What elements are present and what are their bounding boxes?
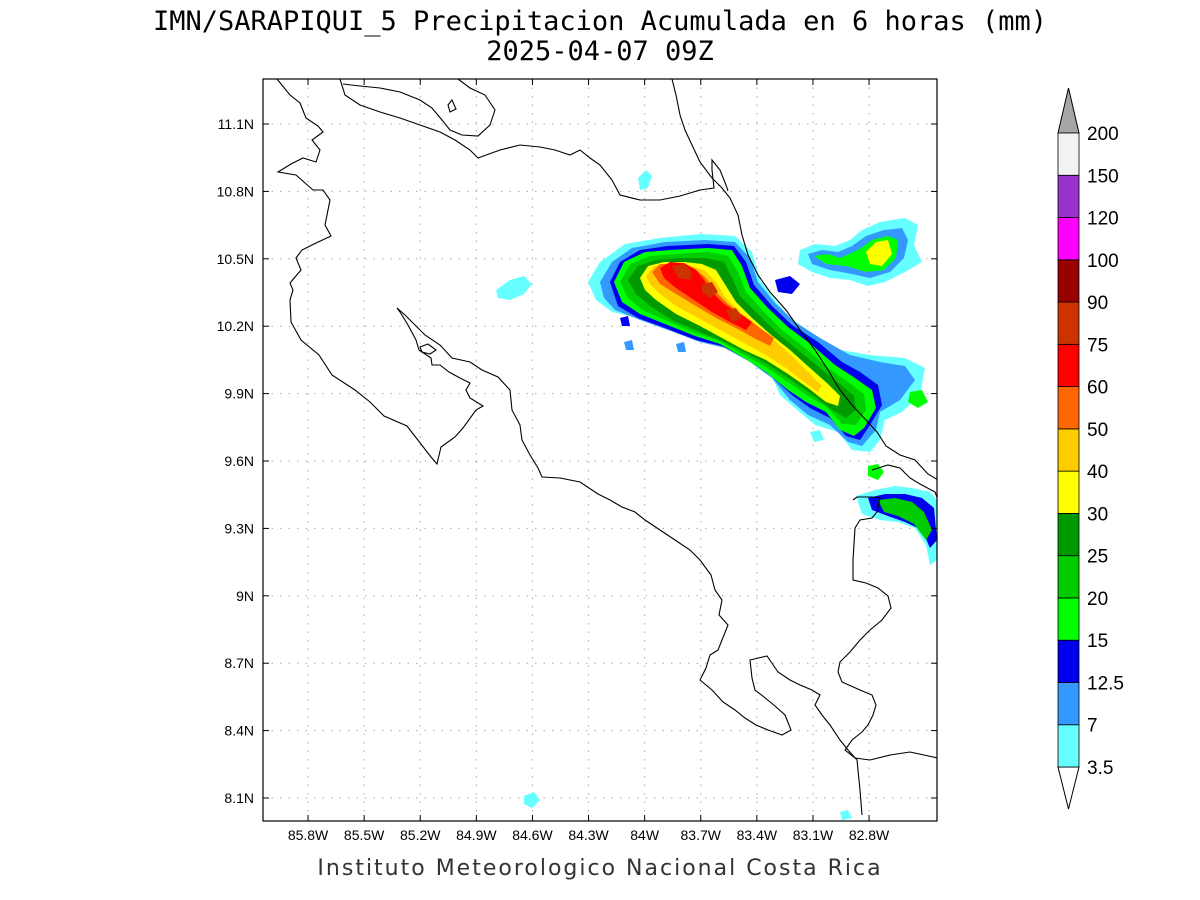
lake-island bbox=[447, 98, 457, 113]
lat-tick-label: 8.7N bbox=[224, 655, 254, 671]
colorbar-swatch bbox=[1057, 597, 1080, 641]
lon-tick-label: 83.4W bbox=[737, 827, 778, 843]
colorbar-swatch bbox=[1057, 174, 1080, 218]
map-frame bbox=[262, 78, 938, 822]
colorbar-swatch bbox=[1057, 301, 1080, 345]
colorbar-label: 15 bbox=[1087, 631, 1108, 652]
north-shore bbox=[339, 79, 729, 201]
colorbar-swatch bbox=[1057, 428, 1080, 472]
longitude-axis: 85.8W 85.5W 85.2W 84.9W 84.6W 84.3W 84W 83.7W 83… bbox=[288, 79, 890, 843]
precip-band bbox=[810, 430, 824, 442]
colorbar-swatch bbox=[1057, 386, 1080, 430]
lon-tick-label: 82.8W bbox=[849, 827, 890, 843]
lat-tick-label: 8.1N bbox=[224, 790, 254, 806]
colorbar: 3.5 7 12.5 15 20 25 30 40 50 60 75 90 100 120 150 200 bbox=[1057, 87, 1124, 810]
lon-tick-label: 85.8W bbox=[288, 827, 329, 843]
bocas-coast bbox=[871, 464, 937, 499]
lat-tick-label: 9.9N bbox=[224, 386, 254, 402]
colorbar-label: 3.5 bbox=[1087, 758, 1113, 779]
colorbar-swatch bbox=[1057, 217, 1080, 261]
precip-band bbox=[908, 390, 928, 408]
precip-band bbox=[775, 276, 800, 294]
precip-band bbox=[868, 464, 884, 480]
lon-tick-label: 84.6W bbox=[512, 827, 553, 843]
precip-band bbox=[672, 264, 692, 280]
colorbar-label: 75 bbox=[1087, 335, 1108, 356]
colorbar-swatch bbox=[1057, 513, 1080, 557]
colorbar-label: 20 bbox=[1087, 589, 1108, 610]
caribbean-coast bbox=[671, 79, 937, 481]
nicoya-island bbox=[419, 343, 437, 355]
lon-tick-label: 85.2W bbox=[400, 827, 441, 843]
lat-tick-label: 8.4N bbox=[224, 723, 254, 739]
colorbar-label: 12.5 bbox=[1087, 673, 1124, 694]
precip-band bbox=[524, 792, 540, 808]
colorbar-label: 60 bbox=[1087, 378, 1108, 399]
lon-tick-label: 83.1W bbox=[793, 827, 834, 843]
lon-tick-label: 84W bbox=[630, 827, 660, 843]
nicaragua-shore bbox=[276, 79, 863, 816]
colorbar-over-triangle bbox=[1057, 87, 1080, 134]
precip-band bbox=[620, 316, 630, 326]
colorbar-label: 200 bbox=[1087, 124, 1119, 145]
colorbar-label: 50 bbox=[1087, 420, 1108, 441]
credit-label: Instituto Meteorologico Nacional Costa R… bbox=[317, 856, 883, 881]
lat-tick-label: 10.2N bbox=[217, 318, 254, 334]
colorbar-swatch bbox=[1057, 259, 1080, 303]
colorbar-label: 90 bbox=[1087, 293, 1108, 314]
precip-band bbox=[702, 282, 718, 298]
colorbar-swatch bbox=[1057, 639, 1080, 683]
precip-band bbox=[638, 170, 652, 190]
colorbar-under-triangle bbox=[1057, 766, 1080, 810]
lat-tick-label: 9N bbox=[236, 588, 254, 604]
map-subtitle: 2025-04-07 09Z bbox=[486, 36, 714, 67]
lon-tick-label: 84.3W bbox=[568, 827, 609, 843]
lon-tick-label: 84.9W bbox=[456, 827, 497, 843]
lon-tick-label: 85.5W bbox=[344, 827, 385, 843]
colorbar-label: 40 bbox=[1087, 462, 1108, 483]
precip-band bbox=[496, 276, 532, 300]
precip-band bbox=[726, 308, 742, 322]
lat-tick-label: 10.8N bbox=[217, 183, 254, 199]
lat-tick-label: 9.6N bbox=[224, 453, 254, 469]
precip-band bbox=[676, 342, 686, 352]
colorbar-label: 25 bbox=[1087, 547, 1108, 568]
colorbar-label: 100 bbox=[1087, 251, 1119, 272]
latitude-axis: 8.1N 8.4N 8.7N 9N 9.3N 9.6N 9.9N 10.2N 10.5N 10.8… bbox=[217, 116, 937, 806]
colorbar-swatch bbox=[1057, 682, 1080, 726]
panama-border bbox=[837, 496, 937, 761]
lon-tick-label: 83.7W bbox=[681, 827, 722, 843]
lat-tick-label: 9.3N bbox=[224, 520, 254, 536]
colorbar-swatch bbox=[1057, 470, 1080, 514]
colorbar-label: 30 bbox=[1087, 504, 1108, 525]
colorbar-label: 120 bbox=[1087, 209, 1119, 230]
coastlines-borders bbox=[276, 79, 937, 816]
lake-shore bbox=[342, 79, 496, 137]
colorbar-label: 150 bbox=[1087, 166, 1119, 187]
precip-band bbox=[878, 498, 932, 540]
precip-band bbox=[866, 240, 892, 266]
colorbar-swatch bbox=[1057, 555, 1080, 599]
colorbar-label: 7 bbox=[1087, 716, 1098, 737]
colorbar-swatch bbox=[1057, 724, 1080, 768]
lat-tick-label: 11.1N bbox=[218, 116, 254, 132]
map-gridlines bbox=[263, 79, 937, 821]
precipitation-field bbox=[496, 170, 937, 820]
map-title: IMN/SARAPIQUI_5 Precipitacion Acumulada … bbox=[152, 6, 1048, 37]
lat-tick-label: 10.5N bbox=[217, 251, 254, 267]
colorbar-swatch bbox=[1057, 132, 1080, 176]
colorbar-swatch bbox=[1057, 343, 1080, 388]
precip-band bbox=[624, 340, 634, 350]
precip-band bbox=[840, 810, 852, 820]
